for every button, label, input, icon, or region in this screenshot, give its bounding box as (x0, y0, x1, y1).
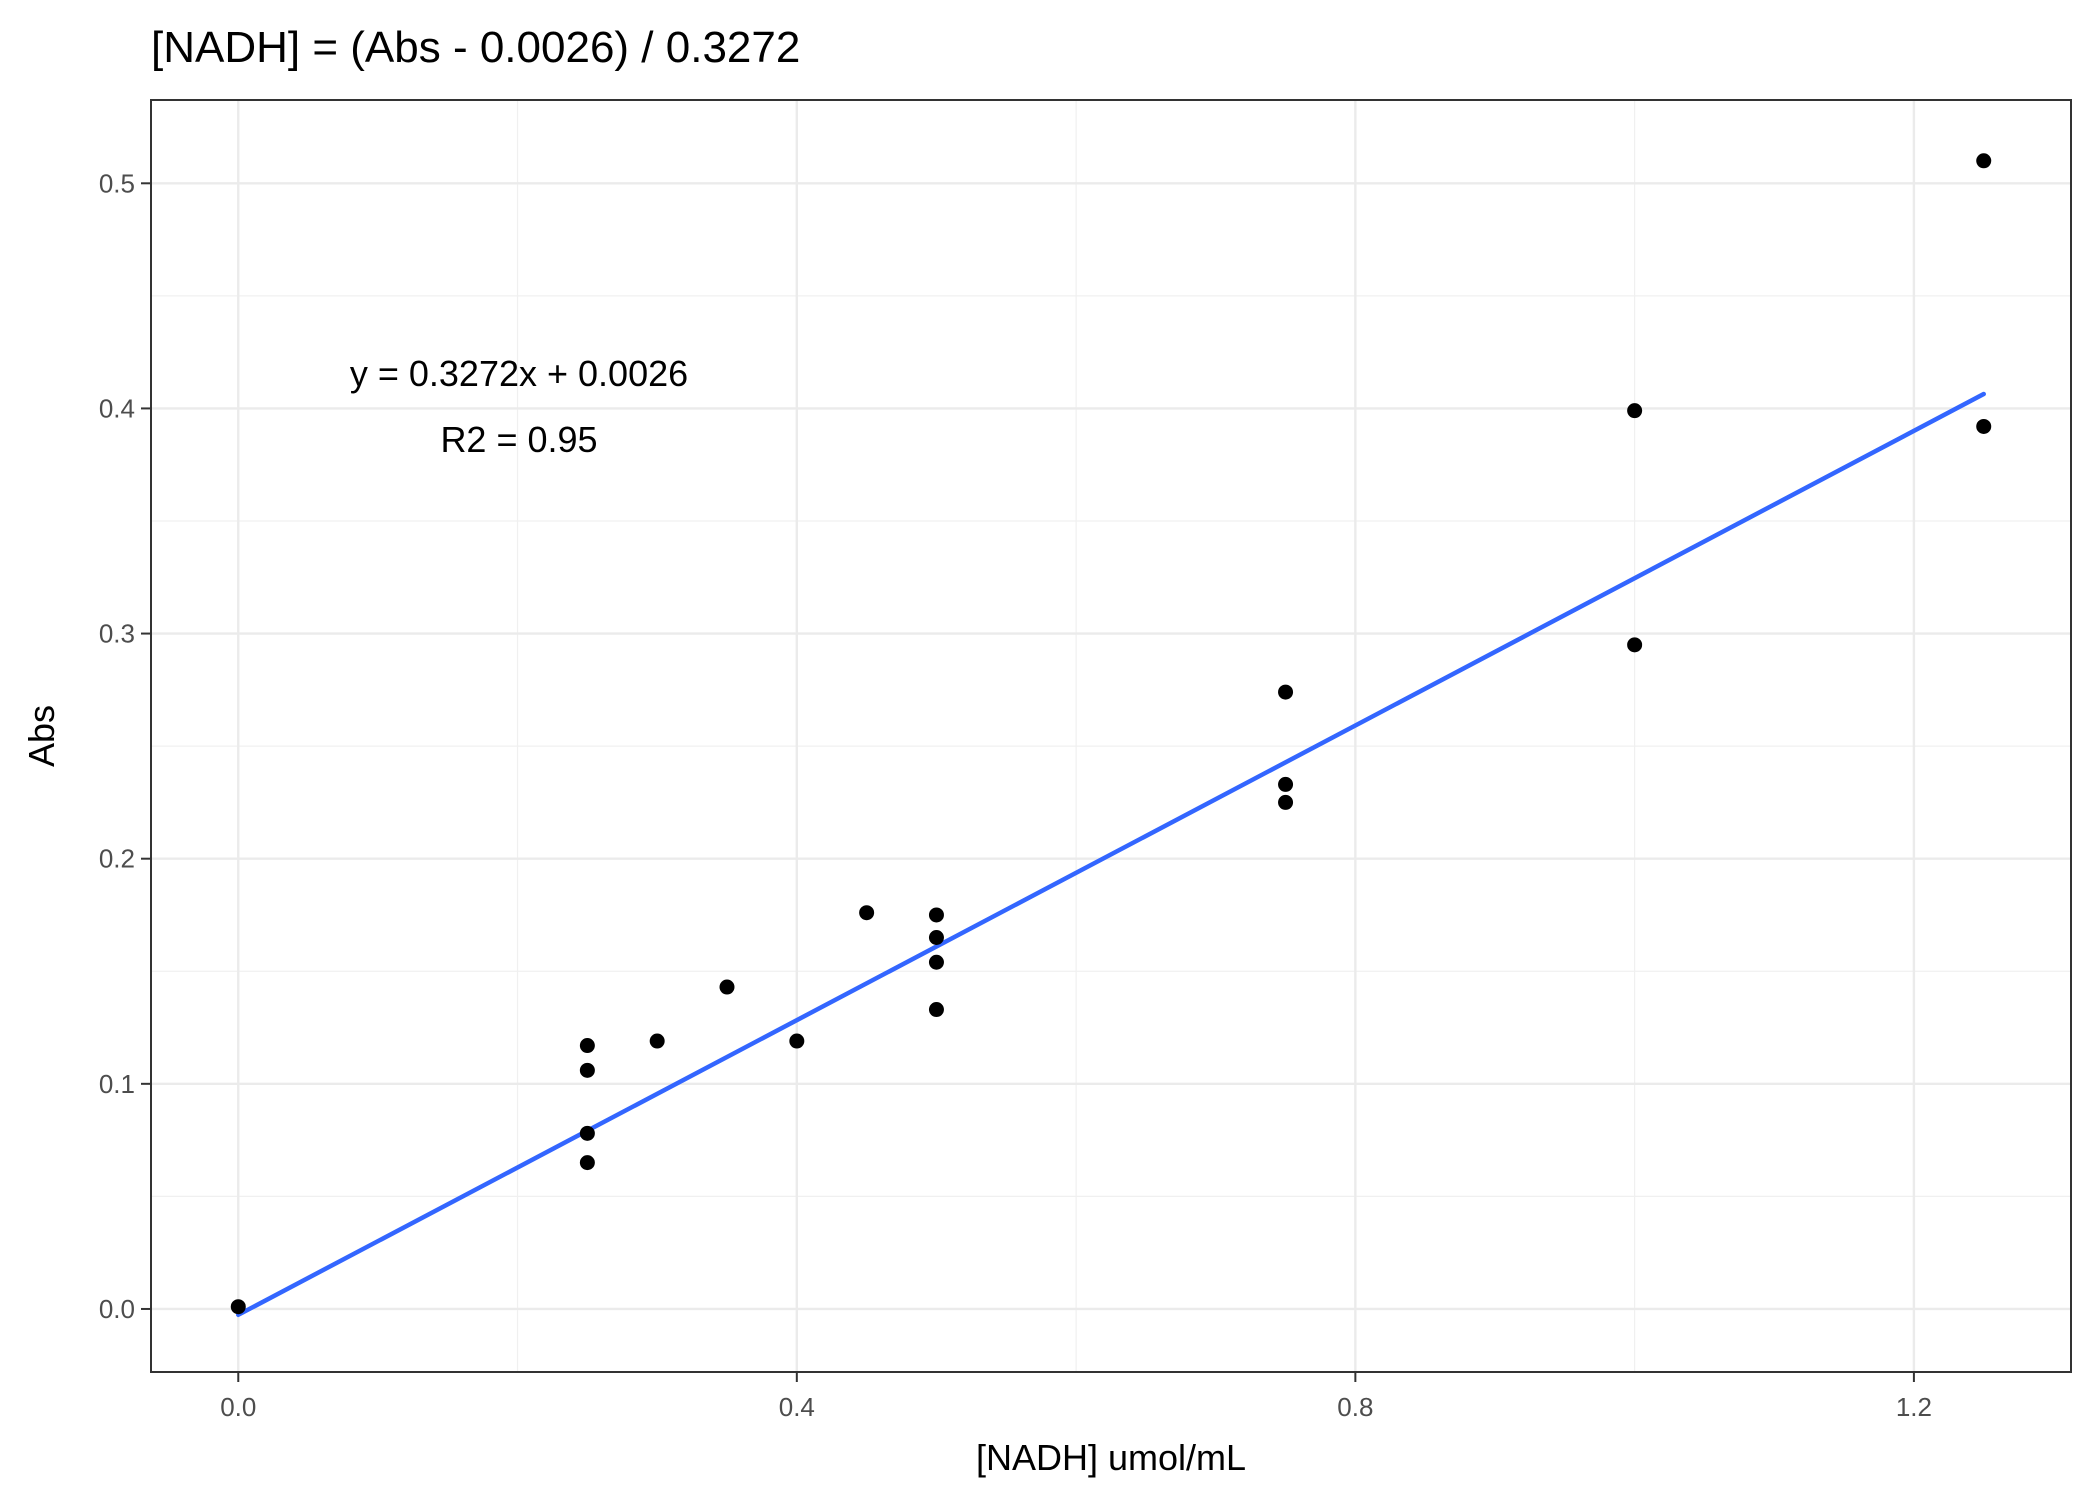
data-point (1278, 794, 1294, 810)
y-tick-label: 0.4 (99, 393, 135, 423)
fit-line-layer (236, 391, 1986, 1318)
major-grid (151, 100, 2071, 1372)
y-tick-label: 0.2 (99, 844, 135, 874)
data-point (1627, 403, 1643, 419)
data-point (579, 1062, 595, 1078)
x-tick-label: 0.0 (220, 1392, 256, 1422)
equation-annotation: y = 0.3272x + 0.0026 (350, 353, 688, 394)
plot-panel-border (150, 99, 2072, 1373)
data-point (928, 907, 944, 923)
data-point (1976, 418, 1992, 434)
x-tick-label: 0.8 (1337, 1392, 1373, 1422)
regression-line (236, 391, 1986, 1318)
x-tick-label: 0.4 (779, 1392, 815, 1422)
data-point (928, 1002, 944, 1018)
y-tick-label: 0.0 (99, 1294, 135, 1324)
x-tick-label: 1.2 (1896, 1392, 1932, 1422)
data-points (230, 153, 1992, 1315)
data-point (719, 979, 735, 995)
y-axis-title: Abs (21, 705, 62, 767)
r-squared-annotation: R2 = 0.95 (440, 419, 597, 460)
data-point (1627, 637, 1643, 653)
x-axis-title: [NADH] umol/mL (976, 1437, 1246, 1478)
data-point (230, 1299, 246, 1315)
chart-title: [NADH] = (Abs - 0.0026) / 0.3272 (151, 23, 800, 72)
data-point (1278, 776, 1294, 792)
data-point (789, 1033, 805, 1049)
data-point (1278, 684, 1294, 700)
data-point (579, 1125, 595, 1141)
y-tick-label: 0.3 (99, 619, 135, 649)
data-point (1976, 153, 1992, 169)
plot-background (151, 100, 2071, 1372)
minor-grid (151, 100, 2071, 1372)
x-axis-ticks: 0.0 0.4 0.8 1.2 (220, 1372, 1932, 1422)
data-point (859, 905, 875, 921)
data-point (649, 1033, 665, 1049)
data-point (579, 1155, 595, 1171)
data-point (579, 1038, 595, 1054)
y-tick-label: 0.1 (99, 1069, 135, 1099)
data-point (928, 929, 944, 945)
data-point (928, 954, 944, 970)
y-axis-ticks: 0.0 0.1 0.2 0.3 0.4 0.5 (99, 168, 151, 1324)
y-tick-label: 0.5 (99, 168, 135, 198)
